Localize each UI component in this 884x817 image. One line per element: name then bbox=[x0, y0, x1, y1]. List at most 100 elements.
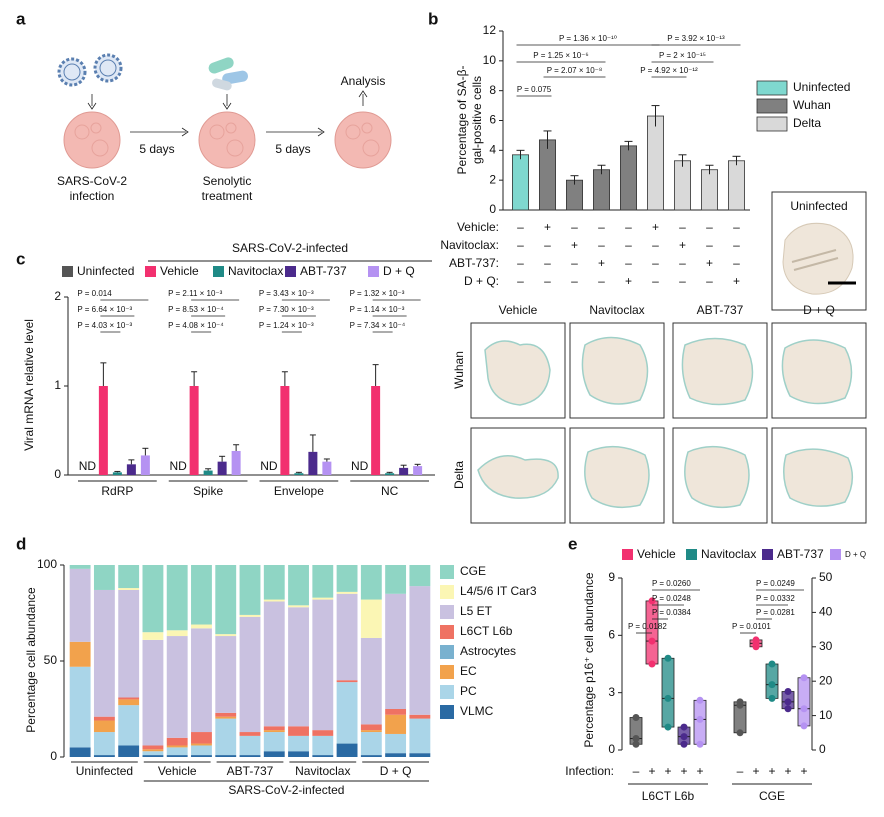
bar-segment bbox=[93, 755, 115, 757]
condition-mark: – bbox=[544, 256, 551, 270]
condition-mark: – bbox=[517, 274, 524, 288]
bar-segment bbox=[385, 753, 407, 757]
y-tick-label: 1 bbox=[54, 378, 61, 392]
condition-mark: – bbox=[706, 220, 713, 234]
p-value: P = 1.25 × 10⁻⁶ bbox=[533, 51, 588, 60]
p-value: P = 0.0248 bbox=[652, 594, 691, 603]
bar-segment bbox=[142, 749, 164, 752]
bar-segment bbox=[215, 565, 237, 635]
y-tick-label: 0 bbox=[489, 202, 496, 216]
data-point bbox=[664, 723, 672, 731]
x-tick-label: RdRP bbox=[101, 484, 133, 498]
group-label: Vehicle bbox=[158, 764, 197, 778]
data-point bbox=[648, 597, 656, 605]
workflow-diagram: 5 days 5 days Analysis SARS-CoV-2 infect… bbox=[57, 53, 392, 203]
p-value: P = 0.075 bbox=[517, 85, 552, 94]
data-point bbox=[800, 674, 808, 682]
bar-segment bbox=[360, 565, 382, 600]
infection-mark: – bbox=[633, 764, 640, 778]
bar bbox=[189, 386, 199, 475]
bar-segment bbox=[263, 599, 285, 602]
condition-mark: – bbox=[625, 256, 632, 270]
legend-swatch bbox=[440, 705, 454, 719]
bar-segment bbox=[142, 755, 164, 757]
y-axis-label: Percentage cell abundance bbox=[24, 587, 38, 733]
condition-mark: – bbox=[625, 220, 632, 234]
data-point bbox=[752, 636, 760, 644]
bar-segment bbox=[93, 716, 115, 721]
condition-label: ABT-737: bbox=[449, 256, 499, 270]
bar-segment bbox=[263, 601, 285, 727]
condition-mark: + bbox=[679, 238, 686, 252]
condition-mark: – bbox=[598, 220, 605, 234]
legend-label: L5 ET bbox=[460, 604, 493, 618]
p-value: P = 3.43 × 10⁻³ bbox=[259, 289, 314, 298]
p-value: P = 1.32 × 10⁻³ bbox=[350, 289, 405, 298]
bar bbox=[512, 154, 530, 211]
bar-segment bbox=[409, 565, 431, 587]
bar-segment bbox=[191, 755, 212, 757]
group-label: ABT-737 bbox=[227, 764, 274, 778]
bar-segment bbox=[215, 716, 237, 719]
legend-swatch bbox=[62, 266, 73, 277]
bar bbox=[126, 464, 136, 475]
y-tick-label: 100 bbox=[37, 557, 57, 571]
y2-tick-label: 20 bbox=[819, 673, 833, 687]
y-tick-label: 6 bbox=[608, 628, 615, 642]
p-value: P = 1.24 × 10⁻³ bbox=[259, 321, 314, 330]
x-tick-label: Envelope bbox=[274, 484, 324, 498]
bar-segment bbox=[239, 565, 261, 615]
condition-mark: – bbox=[517, 238, 524, 252]
row-header: Delta bbox=[452, 461, 466, 489]
legend-label: Wuhan bbox=[793, 98, 831, 112]
condition-mark: – bbox=[679, 274, 686, 288]
y-tick-label: 3 bbox=[608, 685, 615, 699]
y-tick-label: 9 bbox=[608, 570, 615, 584]
p-value: P = 2 × 10⁻¹⁵ bbox=[659, 51, 706, 60]
bar bbox=[231, 450, 241, 475]
panel-label: d bbox=[16, 534, 26, 553]
legend-label: Vehicle bbox=[160, 264, 199, 278]
bar-segment bbox=[166, 636, 188, 738]
group-label: L6CT L6b bbox=[642, 789, 695, 803]
data-point bbox=[632, 740, 640, 748]
bar-segment bbox=[288, 751, 309, 757]
header: SARS-CoV-2-infected bbox=[232, 241, 348, 255]
bar-segment bbox=[215, 718, 237, 756]
bar-segment bbox=[166, 630, 188, 637]
bar-segment bbox=[142, 745, 164, 750]
p-value: P = 4.92 × 10⁻¹² bbox=[640, 66, 698, 75]
bar-segment bbox=[263, 730, 285, 733]
group-label: Navitoclax bbox=[295, 764, 350, 778]
y-tick-label: 10 bbox=[483, 53, 497, 67]
bar-segment bbox=[263, 732, 285, 752]
legend-label: ABT-737 bbox=[300, 264, 347, 278]
data-point bbox=[784, 698, 792, 706]
range-box bbox=[661, 657, 675, 728]
bar bbox=[399, 467, 409, 475]
condition-mark: + bbox=[571, 238, 578, 252]
bar-segment bbox=[360, 732, 382, 756]
bar-segment bbox=[360, 724, 382, 731]
y-tick-label: 0 bbox=[54, 467, 61, 481]
bar-segment bbox=[336, 565, 358, 592]
x-tick-label: NC bbox=[381, 484, 399, 498]
condition-mark: – bbox=[679, 220, 686, 234]
bar bbox=[140, 455, 150, 475]
bar bbox=[112, 472, 122, 475]
legend-label: ABT-737 bbox=[777, 547, 824, 561]
bar-segment bbox=[239, 732, 261, 736]
condition-label: Vehicle: bbox=[457, 220, 499, 234]
data-point bbox=[680, 723, 688, 731]
bar-segment bbox=[142, 565, 164, 633]
bar bbox=[620, 145, 638, 211]
bar-segment bbox=[118, 588, 140, 590]
legend-swatch bbox=[756, 116, 788, 132]
p-value: P = 4.03 × 10⁻³ bbox=[77, 321, 132, 330]
legend-label: Uninfected bbox=[793, 80, 850, 94]
data-point bbox=[696, 696, 704, 704]
bar bbox=[539, 139, 557, 211]
bar bbox=[322, 461, 332, 475]
condition-mark: – bbox=[733, 220, 740, 234]
